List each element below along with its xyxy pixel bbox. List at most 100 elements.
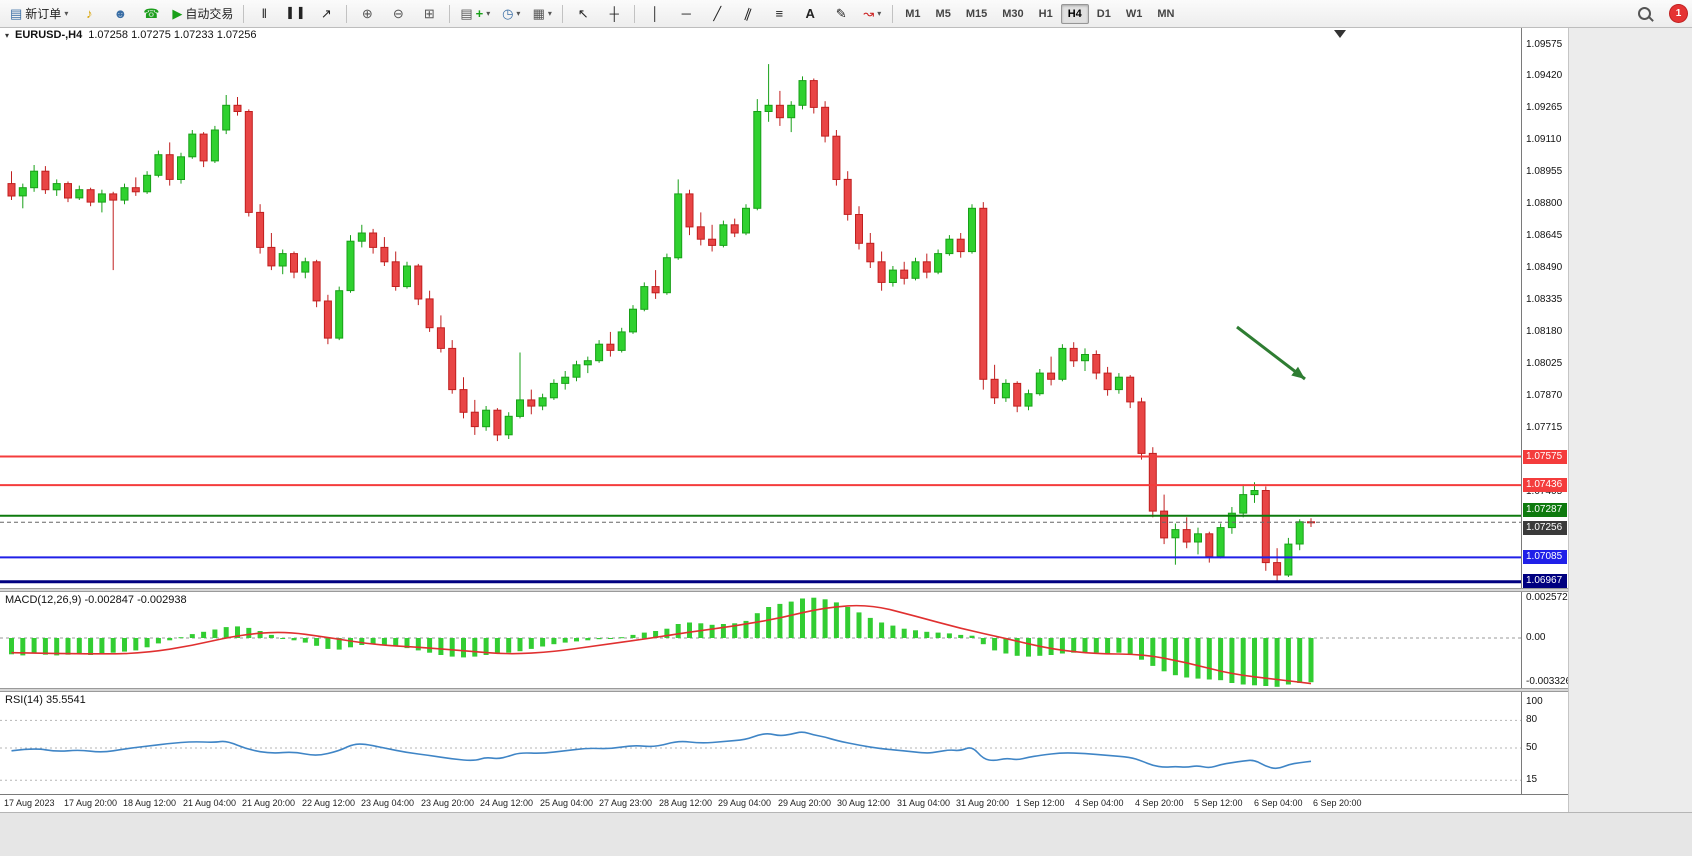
chart-window: 1.09575 1.09420 1.09265 1.09110 1.08955 1.088… — [0, 27, 1571, 812]
tile-windows-button[interactable]: ⊞ — [414, 2, 444, 26]
trendline-tool-button[interactable]: ╱ — [702, 2, 732, 26]
notification-badge[interactable]: 1 — [1670, 5, 1687, 22]
chevron-down-icon: ▾ — [486, 9, 491, 18]
chart-title: ▾ EURUSD-,H4 1.07258 1.07275 1.07233 1.0… — [5, 29, 256, 41]
price-scale[interactable]: 1.09575 1.09420 1.09265 1.09110 1.08955 1.088… — [1521, 27, 1568, 588]
collapse-caret-icon[interactable]: ▾ — [5, 30, 10, 40]
search-button[interactable] — [1629, 2, 1659, 26]
timeframe-button-M30[interactable]: M30 — [1002, 7, 1024, 20]
support-button[interactable]: ☎ — [136, 2, 166, 26]
crosshair-tool-button[interactable]: ┼ — [599, 2, 629, 26]
price-tick-label: 1.09110 — [1526, 134, 1562, 145]
time-axis-label: 1 Sep 12:00 — [1016, 798, 1065, 808]
zoom-in-icon: ⊕ — [361, 6, 373, 21]
price-badge: 1.07436 — [1523, 478, 1567, 492]
tile-windows-icon: ⊞ — [423, 6, 435, 21]
macd-label: MACD(12,26,9) -0.002847 -0.002938 — [5, 594, 187, 606]
rsi-axis-label: 100 — [1526, 696, 1543, 707]
toolbar-separator — [892, 4, 894, 23]
auto-trading-label: 自动交易 — [185, 7, 234, 21]
timeframe-button-D1[interactable]: D1 — [1096, 7, 1111, 20]
timeframe-button-W1[interactable]: W1 — [1125, 7, 1143, 20]
new-chart-icon: ▤ — [460, 6, 473, 21]
candles — [7, 64, 1315, 582]
macd-chart[interactable] — [0, 592, 1521, 688]
rsi-chart[interactable] — [0, 692, 1521, 794]
candlestick-icon: ▌▐ — [288, 7, 303, 19]
template-icon: ▦ — [532, 6, 545, 21]
auto-trading-button[interactable]: ▶ 自动交易 — [167, 2, 238, 26]
text-tool-button[interactable]: A — [795, 2, 825, 26]
time-axis-label: 27 Aug 23:00 — [599, 798, 653, 808]
chevron-down-icon: ▾ — [516, 9, 521, 18]
time-axis-label: 29 Aug 20:00 — [778, 798, 832, 808]
price-tick-label: 1.07870 — [1526, 390, 1563, 401]
text-label-tool-button[interactable]: ✎ — [826, 2, 856, 26]
vertical-line-tool-button[interactable]: │ — [640, 2, 670, 26]
channel-tool-button[interactable]: ∥ — [733, 2, 763, 26]
new-order-button[interactable]: ▤ 新订单 ▾ — [5, 2, 73, 26]
timeframe-button-H4[interactable]: H4 — [1060, 3, 1089, 24]
time-axis-label: 28 Aug 12:00 — [659, 798, 713, 808]
rsi-scale: 100 80 50 15 — [1521, 692, 1568, 794]
toolbar-separator — [243, 4, 245, 23]
cursor-tool-button[interactable]: ↖ — [568, 2, 598, 26]
macd-histogram — [9, 597, 1314, 687]
news-megaphone-button[interactable]: ♪ — [74, 2, 104, 26]
trendline-icon: ╱ — [713, 6, 722, 21]
time-axis-label: 21 Aug 04:00 — [183, 798, 237, 808]
price-badge: 1.07575 — [1523, 450, 1567, 464]
toolbar-separator — [562, 4, 564, 23]
line-chart-mode-button[interactable]: ↗ — [311, 2, 341, 26]
timeframe-button-MN[interactable]: MN — [1157, 7, 1175, 20]
ohlc-values: 1.07258 1.07275 1.07233 1.07256 — [88, 29, 257, 41]
fibonacci-tool-button[interactable]: ≡ — [764, 2, 794, 26]
time-axis-label: 6 Sep 04:00 — [1254, 798, 1303, 808]
price-tick-label: 1.08955 — [1526, 166, 1563, 177]
timeframe-toolbar: M1 M5 M15 M30 H1 H4 D1 W1 MN — [898, 3, 1181, 24]
periods-button[interactable]: ◷ ▾ — [496, 2, 526, 26]
line-chart-icon: ↗ — [320, 6, 332, 21]
timeframe-button-M1[interactable]: M1 — [905, 7, 921, 20]
time-axis-label: 23 Aug 04:00 — [361, 798, 415, 808]
label-icon: ✎ — [835, 6, 847, 21]
horizontal-level-lines — [0, 455, 1521, 584]
price-tick-label: 1.08490 — [1526, 262, 1563, 273]
right-gutter — [1568, 27, 1692, 812]
rsi-panel: 100 80 50 15 RSI(14) 35.5541 — [0, 692, 1568, 794]
status-strip — [0, 812, 1692, 856]
fibonacci-icon: ≡ — [775, 6, 784, 21]
chevron-down-icon: ▾ — [547, 9, 552, 18]
time-axis-label: 4 Sep 20:00 — [1135, 798, 1184, 808]
price-badge: 1.06967 — [1523, 574, 1567, 588]
community-button[interactable]: ☻ — [105, 2, 135, 26]
search-icon — [1637, 7, 1651, 20]
timeframe-button-H1[interactable]: H1 — [1038, 7, 1053, 20]
rsi-level-lines — [0, 719, 1521, 781]
horizontal-line-tool-button[interactable]: ─ — [671, 2, 701, 26]
text-icon: A — [805, 6, 815, 21]
new-chart-button[interactable]: ▤ + ▾ — [455, 2, 495, 26]
zoom-out-button[interactable]: ⊖ — [383, 2, 413, 26]
time-axis-label: 29 Aug 04:00 — [718, 798, 772, 808]
rsi-label: RSI(14) 35.5541 — [5, 694, 86, 706]
profile-icon: ☻ — [113, 6, 128, 21]
timeframe-button-M15[interactable]: M15 — [965, 7, 988, 20]
arrows-tool-button[interactable]: ↝ ▾ — [857, 2, 887, 26]
zoom-in-button[interactable]: ⊕ — [352, 2, 382, 26]
time-axis-label: 4 Sep 04:00 — [1075, 798, 1124, 808]
new-order-icon: ▤ — [10, 6, 23, 21]
price-tick-label: 1.09575 — [1526, 39, 1563, 50]
time-axis[interactable]: 17 Aug 2023 17 Aug 20:00 18 Aug 12:00 21 Au… — [0, 794, 1568, 812]
templates-button[interactable]: ▦ ▾ — [527, 2, 557, 26]
chart-shift-marker[interactable] — [1334, 30, 1346, 38]
candlestick-chart[interactable] — [0, 27, 1521, 588]
candlestick-mode-button[interactable]: ▌▐ — [280, 2, 310, 26]
rsi-axis-label: 80 — [1526, 714, 1538, 725]
price-tick-label: 1.08645 — [1526, 230, 1563, 241]
zoom-out-icon: ⊖ — [392, 6, 404, 21]
bar-chart-mode-button[interactable]: ‖ — [249, 2, 279, 26]
panel-resize-divider[interactable] — [0, 688, 1568, 692]
timeframe-button-M5[interactable]: M5 — [935, 7, 951, 20]
panel-resize-divider[interactable] — [0, 588, 1568, 592]
